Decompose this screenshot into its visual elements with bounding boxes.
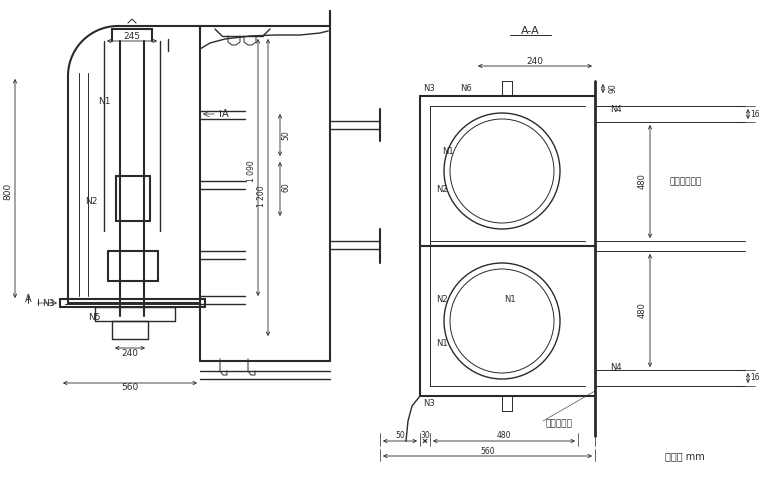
Text: 50: 50	[395, 432, 405, 440]
Text: N4: N4	[610, 362, 622, 372]
Text: N3: N3	[423, 400, 435, 409]
Text: 245: 245	[123, 31, 141, 40]
Text: N3: N3	[43, 299, 55, 307]
Text: 560: 560	[480, 446, 495, 456]
Text: N4: N4	[610, 105, 622, 113]
Text: A: A	[222, 109, 229, 119]
Text: A: A	[24, 294, 31, 304]
Text: N1: N1	[436, 338, 448, 348]
Text: N2: N2	[85, 196, 97, 206]
Text: 钢箱梁腹板: 钢箱梁腹板	[545, 419, 572, 429]
Text: N2: N2	[436, 295, 448, 303]
Text: 800: 800	[4, 182, 12, 200]
Text: N1: N1	[504, 295, 516, 303]
Text: N2: N2	[436, 185, 448, 193]
Text: N3: N3	[423, 83, 435, 92]
Text: 30: 30	[420, 432, 430, 440]
Text: 480: 480	[497, 432, 511, 440]
Text: 1 200: 1 200	[258, 185, 267, 207]
Text: N1: N1	[442, 146, 454, 156]
Text: 单位： mm: 单位： mm	[665, 451, 705, 461]
Text: A-A: A-A	[521, 26, 540, 36]
Text: N5: N5	[88, 312, 100, 322]
Text: 16: 16	[750, 374, 760, 382]
Text: 480: 480	[638, 302, 647, 319]
Text: 90: 90	[609, 83, 617, 93]
Text: 240: 240	[527, 56, 543, 65]
Text: N1: N1	[98, 97, 110, 106]
Text: 240: 240	[122, 349, 138, 357]
Text: 钢箱梁横隔板: 钢箱梁横隔板	[670, 177, 702, 186]
Text: 560: 560	[122, 383, 138, 392]
Text: 16: 16	[750, 109, 760, 118]
Text: N6: N6	[460, 83, 472, 92]
Text: 60: 60	[281, 182, 290, 192]
Text: 480: 480	[638, 173, 647, 190]
Text: 1 090: 1 090	[248, 160, 256, 182]
Text: 50: 50	[281, 130, 290, 140]
